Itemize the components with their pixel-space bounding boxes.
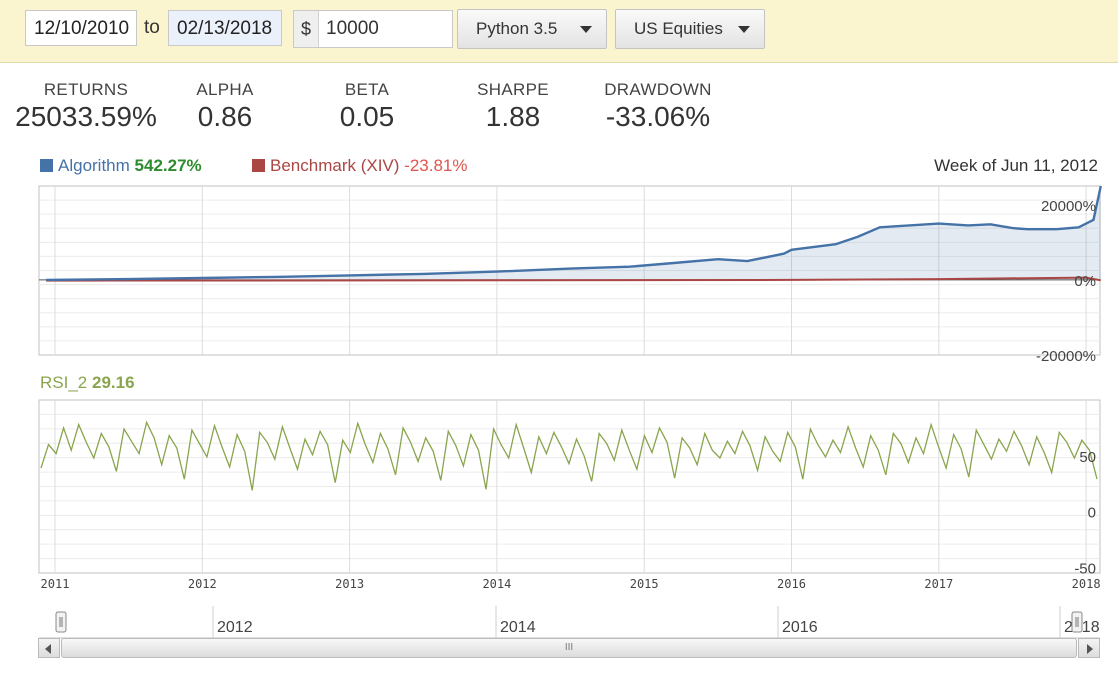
rsi-y-tick-label: 50	[1079, 449, 1096, 466]
beta-stat: BETA 0.05	[322, 80, 412, 133]
returns-value: 25033.59%	[15, 101, 157, 132]
scroll-thumb[interactable]: III	[61, 638, 1077, 658]
algorithm-area-fill	[46, 186, 1101, 280]
benchmark-line	[46, 276, 1101, 282]
benchmark-legend-value: -23.81%	[404, 156, 468, 175]
algorithm-legend-label: Algorithm	[58, 156, 130, 175]
scroll-right-button[interactable]	[1078, 638, 1100, 658]
scroll-left-button[interactable]	[38, 638, 60, 658]
drawdown-stat: DRAWDOWN -33.06%	[596, 80, 720, 133]
x-axis-year-label: 2017	[924, 577, 953, 591]
date-range-separator: to	[144, 17, 160, 38]
x-axis-year-label: 2011	[41, 577, 70, 591]
navigator-year-label: 2014	[500, 619, 536, 636]
start-date-input[interactable]: 12/10/2010	[25, 10, 137, 46]
rsi-legend-label: RSI_2	[40, 373, 88, 392]
alpha-stat: ALPHA 0.86	[180, 80, 270, 133]
drawdown-value: -33.06%	[605, 101, 711, 132]
navigator-right-handle[interactable]	[1071, 611, 1083, 633]
navigator-left-handle[interactable]	[55, 611, 67, 633]
rsi-y-tick-label: -50	[1074, 560, 1096, 577]
universe-dropdown[interactable]: US Equities	[615, 9, 765, 49]
benchmark-legend-label: Benchmark (XIV)	[270, 156, 400, 175]
hover-week-label: Week of Jun 11, 2012	[934, 156, 1098, 175]
alpha-label: ALPHA	[196, 80, 254, 99]
x-axis-year-label: 2016	[777, 577, 806, 591]
sharpe-label: SHARPE	[477, 80, 549, 99]
equity-y-tick-label: 0%	[1074, 273, 1096, 290]
python-version-dropdown[interactable]: Python 3.5	[457, 9, 607, 49]
algorithm-legend-value: 542.27%	[134, 156, 202, 175]
sharpe-value: 1.88	[485, 101, 541, 132]
navigator-year-label: 2016	[782, 619, 818, 636]
universe-label: US Equities	[634, 19, 723, 38]
alpha-value: 0.86	[197, 101, 253, 132]
arrow-right-icon	[1087, 644, 1093, 654]
equity-y-tick-label: 20000%	[1041, 198, 1096, 215]
navigator-scrollbar[interactable]: III	[38, 638, 1100, 660]
beta-label: BETA	[344, 80, 390, 99]
rsi-line	[40, 420, 1098, 491]
drawdown-label: DRAWDOWN	[604, 80, 712, 99]
arrow-left-icon	[45, 644, 51, 654]
x-axis-year-label: 2015	[630, 577, 659, 591]
x-axis-year-label: 2018	[1072, 577, 1101, 591]
caret-down-icon	[738, 26, 750, 33]
rsi-legend[interactable]: RSI_2 29.16	[40, 373, 135, 393]
handle-body	[55, 611, 67, 633]
end-date-input[interactable]: 02/13/2018	[168, 10, 282, 46]
rsi-legend-value: 29.16	[91, 373, 135, 392]
x-axis-year-label: 2014	[482, 577, 511, 591]
capital-input[interactable]: $ 10000	[293, 10, 453, 48]
benchmark-swatch	[252, 159, 265, 172]
x-axis-year-label: 2013	[335, 577, 364, 591]
currency-symbol: $	[294, 11, 319, 47]
navigator-year-label: 2012	[217, 619, 253, 636]
algorithm-legend[interactable]: Algorithm 542.27%	[40, 156, 202, 176]
python-version-label: Python 3.5	[476, 19, 558, 38]
capital-value: 10000	[326, 18, 379, 39]
handle-body	[1071, 611, 1083, 633]
x-axis-year-label: 2012	[188, 577, 217, 591]
returns-label: RETURNS	[43, 80, 129, 99]
rsi-y-tick-label: 0	[1088, 505, 1096, 522]
benchmark-legend[interactable]: Benchmark (XIV) -23.81%	[252, 156, 468, 176]
scroll-grip-icon: III	[564, 642, 574, 653]
algorithm-line	[46, 185, 1102, 282]
caret-down-icon	[580, 26, 592, 33]
sharpe-stat: SHARPE 1.88	[466, 80, 560, 133]
algorithm-swatch	[40, 159, 53, 172]
equity-y-tick-label: -20000%	[1036, 348, 1096, 365]
beta-value: 0.05	[339, 101, 395, 132]
returns-stat: RETURNS 25033.59%	[8, 80, 164, 133]
backtest-toolbar: 12/10/2010 to 02/13/2018 $ 10000 Python …	[0, 0, 1118, 63]
